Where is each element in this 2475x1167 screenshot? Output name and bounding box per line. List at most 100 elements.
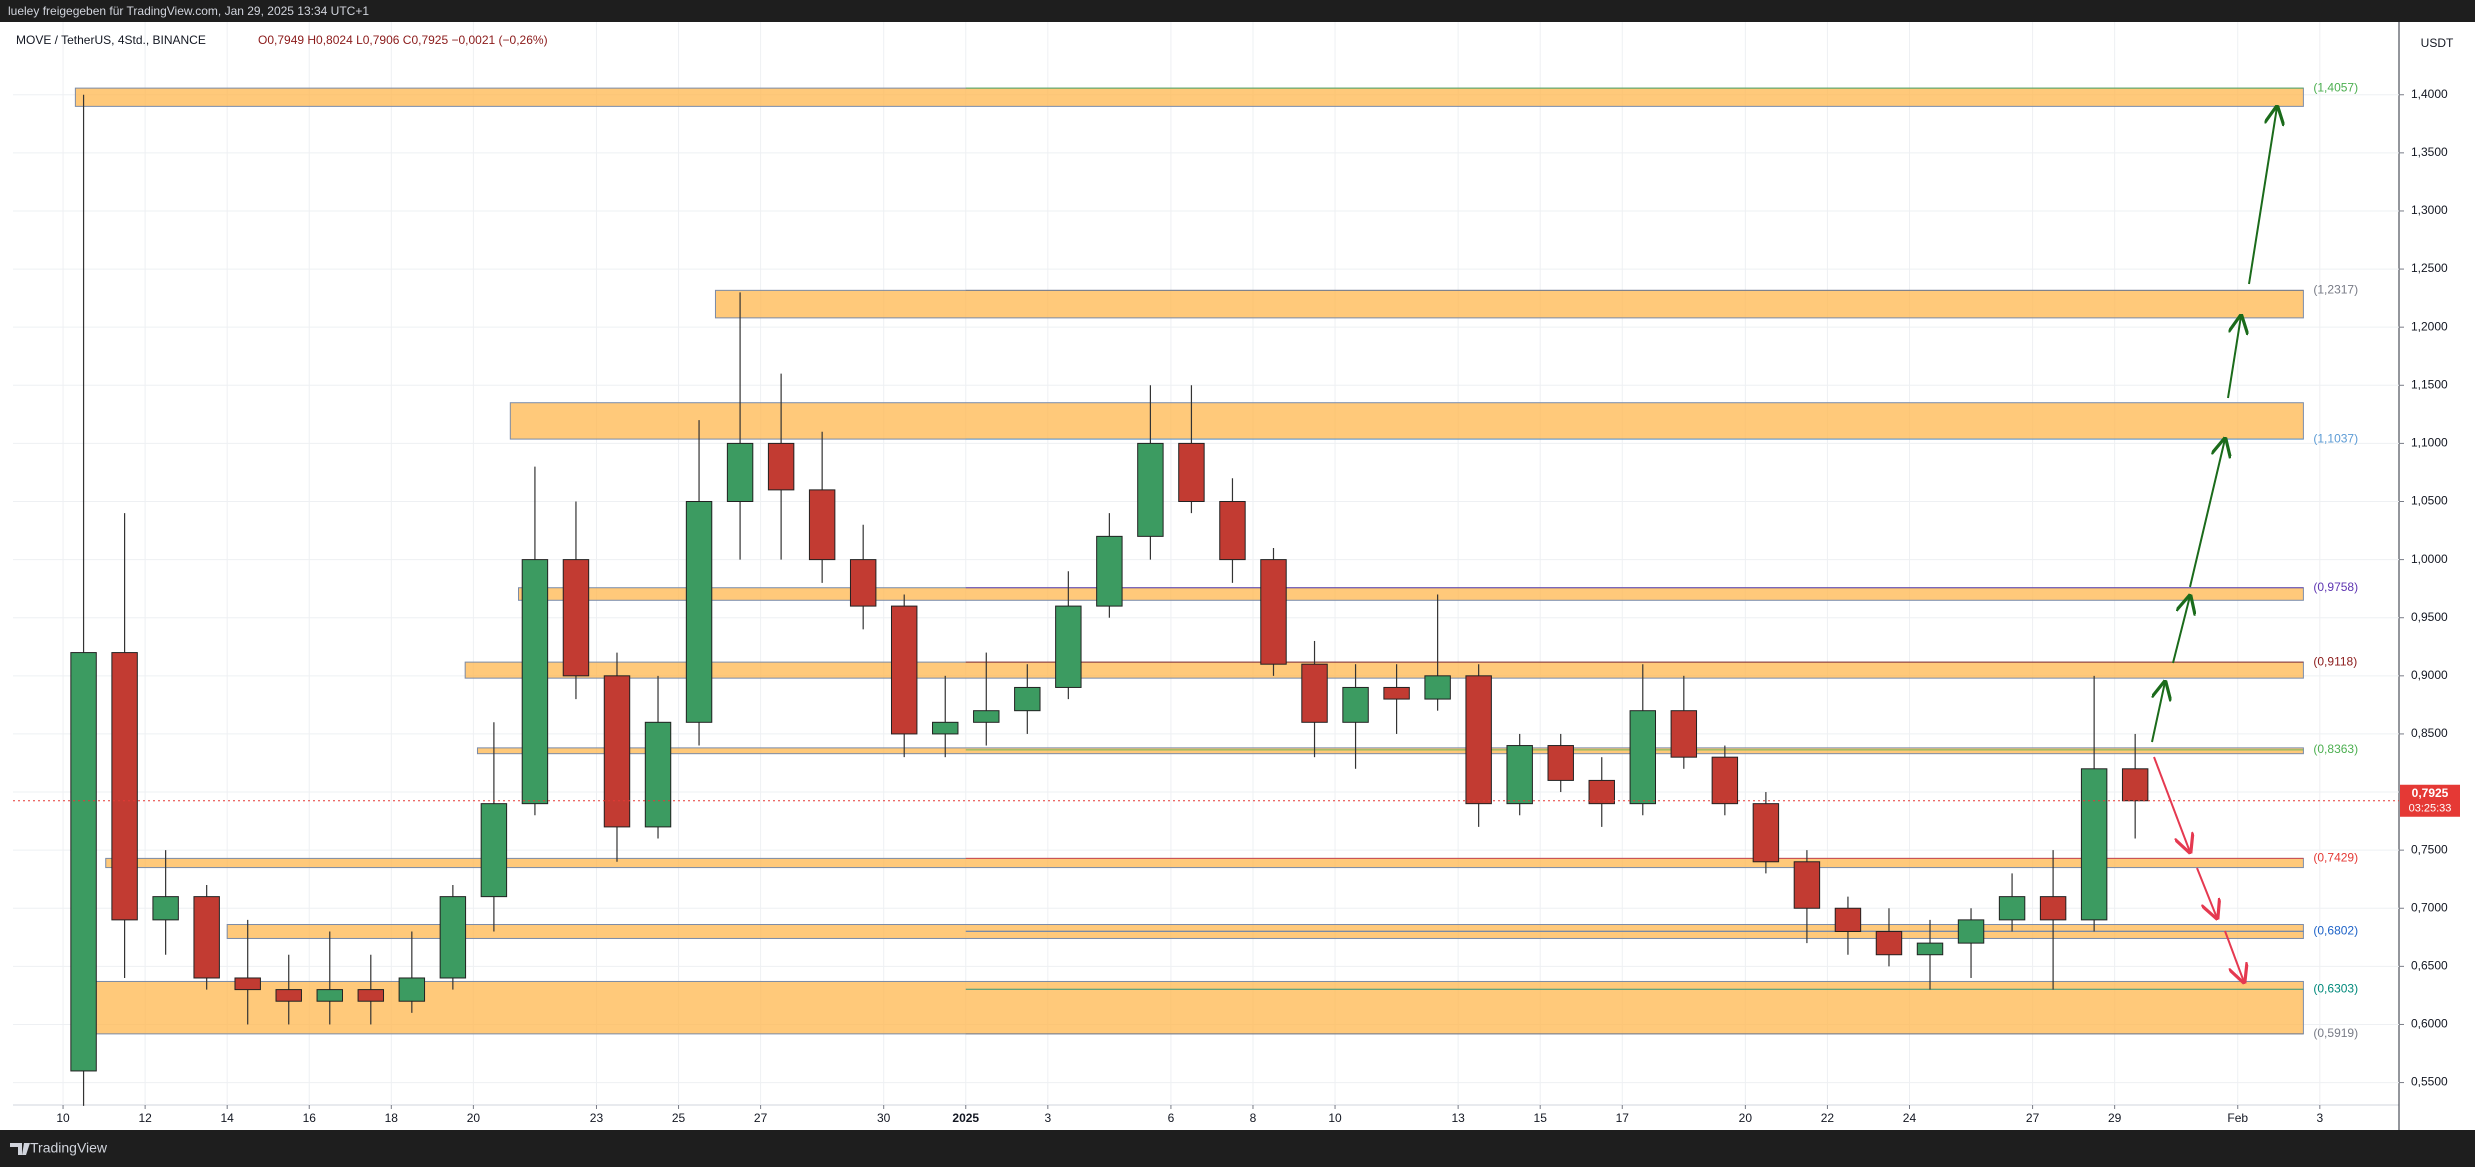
y-tick-label: 0,6500 — [2411, 959, 2448, 973]
y-tick-label: 1,0500 — [2411, 494, 2448, 508]
y-tick-label: 1,3500 — [2411, 145, 2448, 159]
x-tick-label: 17 — [1616, 1111, 1630, 1125]
x-tick-label: 13 — [1451, 1111, 1465, 1125]
footer-bar — [0, 1130, 2475, 1167]
x-tick-label: 30 — [877, 1111, 891, 1125]
candle-body — [2080, 768, 2108, 921]
level-label: (0,6303) — [2313, 981, 2358, 995]
y-tick-label: 0,9500 — [2411, 610, 2448, 624]
x-tick-label: 6 — [1168, 1111, 1175, 1125]
candle-body — [111, 652, 138, 921]
y-tick-label: 1,1000 — [2411, 436, 2448, 450]
candle-body — [1178, 442, 1205, 502]
candle-body — [726, 442, 754, 502]
y-tick-label: 1,2500 — [2411, 261, 2448, 275]
y-tick-label: 1,4000 — [2411, 87, 2448, 101]
x-tick-label: 10 — [1328, 1111, 1342, 1125]
y-tick-label: 1,0000 — [2411, 552, 2448, 566]
x-tick-label: 3 — [2316, 1111, 2323, 1125]
x-tick-label: 18 — [385, 1111, 399, 1125]
candle-body — [562, 559, 590, 677]
up-arrow — [2172, 596, 2190, 664]
candle-body — [1383, 686, 1410, 700]
y-tick-label: 1,2000 — [2411, 319, 2448, 333]
candle-body — [1055, 605, 1082, 688]
y-tick-label: 1,3000 — [2411, 203, 2448, 217]
candle-body — [1670, 710, 1698, 758]
x-tick-label: 27 — [754, 1111, 768, 1125]
candle-body — [973, 710, 1000, 723]
candle-body — [1916, 942, 1944, 956]
x-tick-label: 3 — [1044, 1111, 1051, 1125]
candle-body — [1506, 745, 1533, 805]
zone — [74, 87, 2304, 107]
level-label: (0,9758) — [2313, 580, 2358, 594]
x-tick-label: 8 — [1250, 1111, 1257, 1125]
zone — [476, 747, 2304, 755]
zone — [95, 980, 2304, 1035]
brand-logo — [10, 1143, 30, 1155]
candle-body — [521, 559, 549, 805]
x-tick-label: 23 — [590, 1111, 604, 1125]
x-tick-label: 2025 — [952, 1111, 979, 1125]
candle-body — [2121, 768, 2149, 802]
level-label: (1,2317) — [2313, 283, 2358, 297]
candle-body — [480, 803, 508, 898]
candle-body — [1219, 500, 1246, 561]
candle-body — [316, 989, 343, 1002]
y-tick-label: 0,5500 — [2411, 1075, 2448, 1089]
zone — [509, 402, 2304, 440]
x-tick-label: 29 — [2108, 1111, 2122, 1125]
candle-body — [1301, 663, 1328, 723]
header-bar — [0, 0, 2475, 22]
candle-body — [152, 896, 179, 921]
candle-body — [1957, 919, 1985, 944]
candle-body — [1998, 896, 2026, 921]
candle-body — [808, 489, 836, 561]
y-tick-label: 0,6000 — [2411, 1017, 2448, 1031]
candle-body — [357, 989, 385, 1002]
level-label: (0,7429) — [2313, 851, 2358, 865]
x-tick-label: 27 — [2026, 1111, 2040, 1125]
candle-body — [70, 652, 97, 1072]
candle-body — [275, 989, 302, 1002]
ohlc: O0,7949 H0,8024 L0,7906 C0,7925 −0,0021 … — [258, 33, 548, 47]
candle-body — [1588, 779, 1615, 805]
y-tick-label: 0,9000 — [2411, 668, 2448, 682]
candle-body — [234, 977, 261, 991]
up-arrow — [2189, 439, 2225, 588]
level-label: (1,4057) — [2313, 80, 2358, 94]
header-text: lueley freigegeben für TradingView.com, … — [8, 4, 369, 18]
candle-body — [685, 500, 713, 723]
candle-body — [932, 721, 959, 735]
x-tick-label: 14 — [221, 1111, 235, 1125]
candle-body — [644, 721, 672, 828]
down-arrow — [2224, 930, 2244, 982]
candle-body — [1793, 861, 1821, 909]
x-tick-label: 16 — [303, 1111, 317, 1125]
x-tick-label: 15 — [1534, 1111, 1548, 1125]
level-label: (1,1037) — [2313, 431, 2358, 445]
candle-body — [890, 605, 918, 735]
candle-body — [1465, 675, 1492, 805]
candle-body — [1547, 745, 1574, 781]
last-price-label: 0,7925 — [2412, 786, 2449, 800]
candle-body — [1137, 442, 1164, 537]
level-label: (0,8363) — [2313, 742, 2358, 756]
plot: 0,55000,60000,65000,70000,75000,80000,85… — [13, 22, 2460, 1125]
axis-unit: USDT — [2421, 36, 2454, 50]
x-tick-label: 25 — [672, 1111, 686, 1125]
candle-body — [1260, 559, 1287, 665]
x-tick-label: 20 — [1739, 1111, 1753, 1125]
y-tick-label: 0,7500 — [2411, 842, 2448, 856]
zone — [105, 857, 2304, 869]
candle-body — [1424, 675, 1451, 700]
countdown: 03:25:33 — [2409, 803, 2452, 815]
candle-body — [193, 896, 220, 979]
x-tick-label: 24 — [1903, 1111, 1917, 1125]
candle-body — [439, 896, 467, 979]
candle-body — [1096, 535, 1123, 607]
zone — [714, 289, 2304, 319]
